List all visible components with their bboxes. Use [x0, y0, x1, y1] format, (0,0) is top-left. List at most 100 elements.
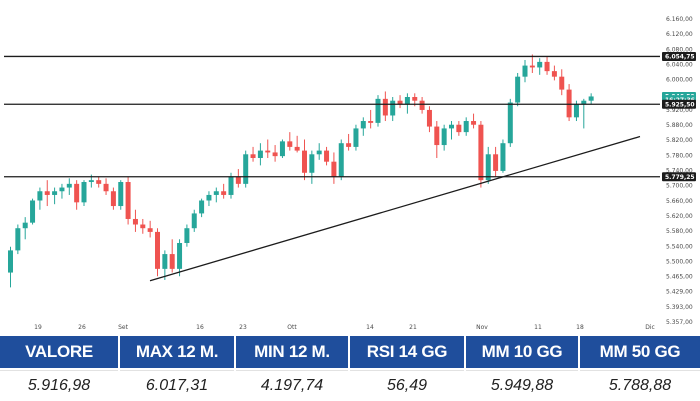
candle-body [243, 154, 249, 184]
candle-body [529, 65, 535, 68]
candle-body [309, 154, 315, 173]
price-label: 6.054,75 [662, 51, 696, 61]
candle [103, 178, 109, 195]
candle [449, 121, 454, 140]
price-label-bg [662, 99, 696, 109]
candle-body [537, 61, 543, 68]
x-tick-label: 11 [534, 324, 542, 331]
stats-value-row: 5.916,98 6.017,31 4.197,74 56,49 5.949,8… [0, 370, 700, 400]
candle-body [81, 182, 87, 203]
x-tick-label: Set [118, 324, 129, 331]
candle-body [199, 200, 205, 214]
candle [177, 239, 183, 277]
candle-body [559, 76, 565, 90]
candle [8, 246, 13, 288]
candle-body [228, 176, 234, 195]
y-tick-label: 5.500,00 [666, 258, 693, 265]
candle [15, 224, 21, 255]
candle-body [324, 150, 330, 162]
candle-body [206, 194, 212, 201]
candle [522, 60, 528, 83]
candle-body [581, 100, 587, 105]
candle-body [353, 128, 359, 147]
candle-body [272, 152, 278, 157]
candle-body [316, 150, 322, 155]
candle-body [287, 141, 293, 147]
candle-body [515, 76, 521, 103]
candle-body [125, 182, 131, 219]
header-valore: VALORE [0, 336, 118, 368]
candle-body [426, 109, 432, 127]
y-tick-label: 5.540,00 [666, 243, 693, 250]
price-label-text: 5.779,25 [665, 174, 695, 181]
candle-body [588, 96, 594, 101]
candle [74, 180, 80, 210]
candle-body [368, 121, 374, 123]
candle [140, 218, 146, 234]
candle-body [360, 121, 366, 129]
candle [588, 93, 594, 105]
candle [515, 72, 521, 107]
candle [272, 145, 278, 162]
reference-lines [4, 55, 660, 282]
candle-body [147, 228, 153, 232]
candle [206, 191, 212, 207]
x-tick-label: 18 [576, 324, 584, 331]
candle-body [544, 61, 550, 72]
candle-body [375, 98, 381, 123]
candle [22, 217, 28, 240]
candle-body [88, 180, 94, 183]
candle-body [390, 100, 396, 116]
candle [419, 97, 425, 114]
candle-body [66, 183, 72, 188]
candle-body [8, 250, 13, 273]
y-tick-label: 5.660,00 [666, 198, 693, 205]
candle [257, 143, 263, 166]
candle [500, 139, 506, 173]
candle-body [404, 97, 410, 105]
candle [199, 198, 205, 218]
header-max-12m: MAX 12 M. [120, 336, 234, 368]
y-tick-label: 5.820,00 [666, 137, 693, 144]
x-tick-label: 14 [366, 324, 374, 331]
x-tick-label: 26 [78, 324, 86, 331]
candle-body [15, 228, 21, 251]
candle [331, 152, 337, 184]
candle [250, 146, 256, 162]
y-tick-label: 5.429,00 [666, 289, 693, 296]
candle-body [441, 128, 447, 146]
candle-body [221, 191, 227, 195]
y-tick-label: 5.700,00 [666, 183, 693, 190]
candles [8, 54, 594, 288]
value-max-12m: 6.017,31 [120, 370, 234, 401]
candle [397, 95, 403, 109]
candle [191, 209, 197, 232]
y-tick-label: 5.780,00 [666, 152, 693, 159]
x-tick-label: Ott [287, 324, 297, 331]
candle-body [493, 154, 499, 171]
candle [346, 133, 352, 151]
candle [529, 54, 535, 73]
candle-body [250, 154, 256, 158]
x-tick-label: 16 [196, 324, 204, 331]
candle [390, 97, 396, 122]
y-tick-label: 5.357,00 [666, 319, 693, 326]
x-tick-label: 23 [239, 324, 247, 331]
candle-body [566, 89, 572, 118]
stats-header-row: VALORE MAX 12 M. MIN 12 M. RSI 14 GG MM … [0, 336, 700, 368]
y-tick-label: 6.120,00 [666, 31, 693, 38]
candle [147, 220, 153, 238]
candle-body [485, 154, 491, 181]
y-axis-ticks: 6.160,00 6.120,00 6.080,00 6.040,00 6.000,00… [666, 16, 693, 326]
value-mm-10gg: 5.949,88 [466, 370, 578, 401]
candle [375, 95, 381, 127]
candle [537, 58, 543, 75]
y-tick-label: 6.000,00 [666, 77, 693, 84]
x-axis-ticks: 19 26 Set 16 23 Ott 14 21 Nov 11 18 Dic [34, 324, 655, 331]
candle [118, 180, 124, 210]
candle-body [191, 213, 197, 229]
x-tick-label: Dic [645, 324, 655, 331]
candle [162, 250, 168, 280]
candle-body [338, 143, 344, 177]
trendline [149, 135, 641, 282]
